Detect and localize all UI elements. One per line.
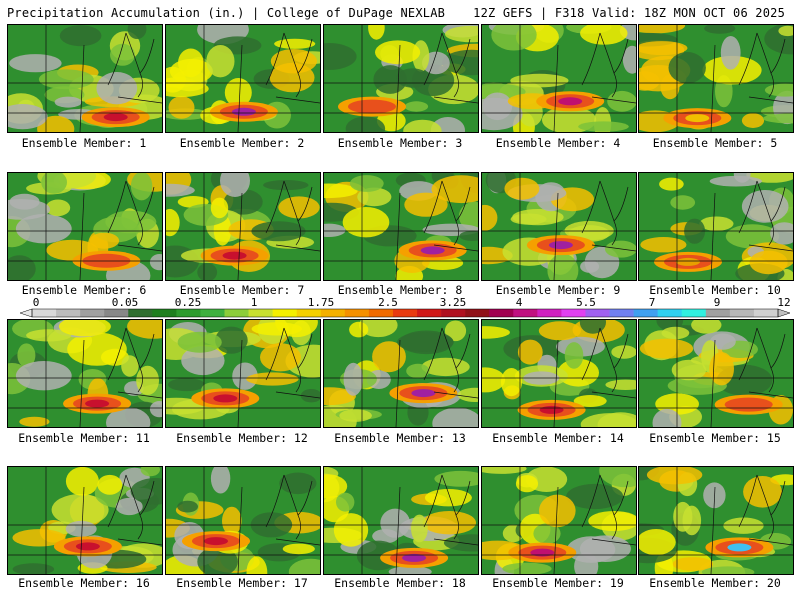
colorbar-segment — [80, 309, 105, 317]
member-map-1 — [7, 24, 163, 133]
member-label: Ensemble Member: 13 — [334, 431, 466, 445]
colorbar-segment — [368, 309, 394, 317]
member-label: Ensemble Member: 11 — [18, 431, 150, 445]
member-label: Ensemble Member: 18 — [334, 576, 466, 590]
run-info: 12Z GEFS | F318 Valid: 18Z MON OCT 06 20… — [473, 6, 785, 20]
member-label: Ensemble Member: 15 — [649, 431, 781, 445]
member-map-3 — [323, 24, 479, 133]
colorbar-tick-label: 0.05 — [112, 297, 139, 309]
member-label: Ensemble Member: 5 — [652, 136, 778, 150]
member-map-16 — [7, 466, 163, 575]
member-map-15 — [638, 319, 794, 428]
member-map-13 — [323, 319, 479, 428]
member-label: Ensemble Member: 20 — [649, 576, 781, 590]
colorbar-tick-label: 1 — [251, 297, 258, 309]
colorbar-segment — [200, 309, 225, 317]
colorbar-segment — [296, 309, 322, 317]
member-map-20 — [638, 466, 794, 575]
member-label: Ensemble Member: 12 — [176, 431, 308, 445]
colorbar-tick-label: 9 — [714, 297, 721, 309]
colorbar-tick-label: 5.5 — [576, 297, 596, 309]
colorbar-tick-label: 12 — [777, 297, 790, 309]
colorbar-tick-label: 4 — [516, 297, 523, 309]
colorbar-segment — [729, 309, 755, 317]
colorbar-segment — [753, 309, 779, 317]
member-label: Ensemble Member: 6 — [21, 283, 147, 297]
colorbar-segment — [248, 309, 273, 317]
member-map-8 — [323, 172, 479, 281]
colorbar-segment — [32, 309, 57, 317]
colorbar-segment — [176, 309, 201, 317]
colorbar-segment — [441, 309, 466, 317]
member-label: Ensemble Member: 8 — [337, 283, 463, 297]
colorbar-segment — [585, 309, 610, 317]
colorbar-segment — [513, 309, 538, 317]
member-map-7 — [165, 172, 321, 281]
colorbar-segment — [681, 309, 707, 317]
colorbar-segment — [56, 309, 81, 317]
colorbar-segment — [392, 309, 418, 317]
colorbar-segment — [128, 309, 153, 317]
colorbar-segment — [633, 309, 658, 317]
member-label: Ensemble Member: 10 — [649, 283, 781, 297]
colorbar-segment — [344, 309, 370, 317]
colorbar-max-arrow — [777, 308, 790, 318]
colorbar-segment — [152, 309, 177, 317]
colorbar-tick-label: 1.75 — [308, 297, 335, 309]
colorbar-segment — [417, 309, 442, 317]
member-map-6 — [7, 172, 163, 281]
member-label: Ensemble Member: 7 — [179, 283, 305, 297]
colorbar-segment — [272, 309, 298, 317]
colorbar-segment — [657, 309, 683, 317]
member-label: Ensemble Member: 3 — [337, 136, 463, 150]
member-label: Ensemble Member: 19 — [492, 576, 624, 590]
member-map-10 — [638, 172, 794, 281]
colorbar-segment — [320, 309, 346, 317]
member-map-14 — [481, 319, 637, 428]
colorbar-tick-label: 2.5 — [378, 297, 398, 309]
member-map-17 — [165, 466, 321, 575]
colorbar-segment — [537, 309, 562, 317]
colorbar-segment — [489, 309, 514, 317]
member-label: Ensemble Member: 14 — [492, 431, 624, 445]
colorbar-segment — [224, 309, 249, 317]
member-label: Ensemble Member: 1 — [21, 136, 147, 150]
chart-title: Precipitation Accumulation (in.) | Colle… — [7, 6, 446, 20]
colorbar-tick-label: 7 — [649, 297, 656, 309]
colorbar-segment — [104, 309, 129, 317]
colorbar-segment — [705, 309, 731, 317]
colorbar-segment — [465, 309, 490, 317]
colorbar-tick-label: 0.25 — [175, 297, 202, 309]
member-map-18 — [323, 466, 479, 575]
colorbar-segment — [561, 309, 586, 317]
member-label: Ensemble Member: 9 — [495, 283, 621, 297]
member-label: Ensemble Member: 4 — [495, 136, 621, 150]
member-map-4 — [481, 24, 637, 133]
member-map-5 — [638, 24, 794, 133]
colorbar-tick-label: 3.25 — [440, 297, 467, 309]
member-label: Ensemble Member: 17 — [176, 576, 308, 590]
member-map-11 — [7, 319, 163, 428]
colorbar-segment — [609, 309, 634, 317]
member-map-19 — [481, 466, 637, 575]
colorbar-min-arrow — [20, 308, 33, 318]
colorbar-tick-label: 0 — [33, 297, 40, 309]
member-label: Ensemble Member: 16 — [18, 576, 150, 590]
member-map-9 — [481, 172, 637, 281]
precip-colorbar: 0 0.05 0.25 1 1.75 2.5 3.25 4 5.5 7 9 12 — [20, 297, 790, 318]
member-map-12 — [165, 319, 321, 428]
member-label: Ensemble Member: 2 — [179, 136, 305, 150]
member-map-2 — [165, 24, 321, 133]
